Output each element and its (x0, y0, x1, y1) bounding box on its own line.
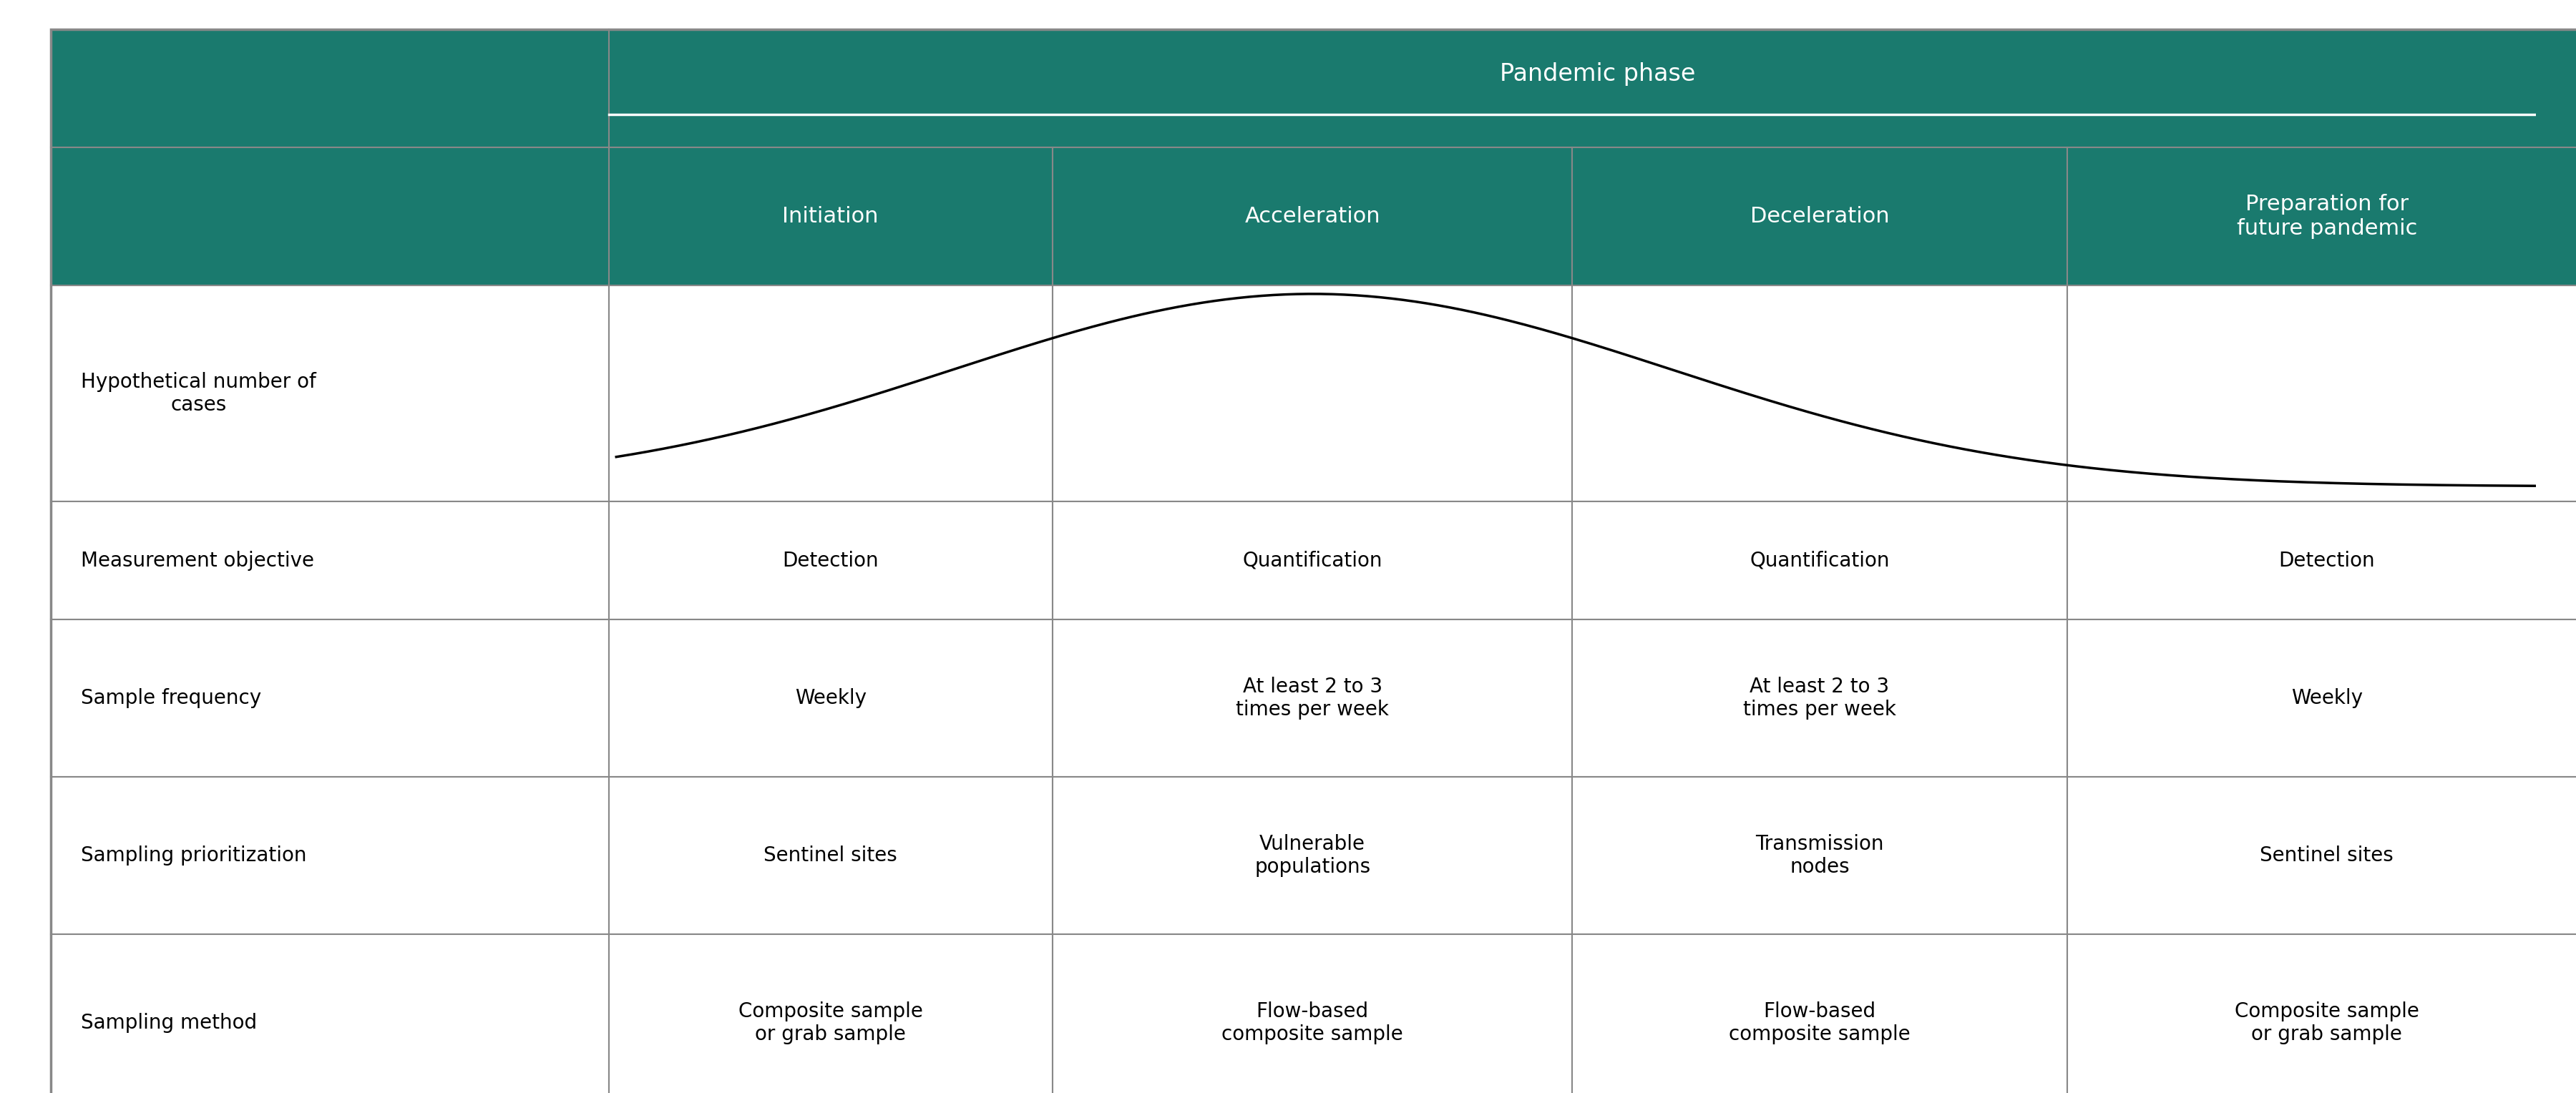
Text: Sampling prioritization: Sampling prioritization (82, 846, 307, 866)
Text: Deceleration: Deceleration (1749, 205, 1888, 226)
Bar (52, 502, 608, 620)
Bar (1054, 148, 1571, 285)
Text: At least 2 to 3
times per week: At least 2 to 3 times per week (1236, 677, 1388, 720)
Text: Detection: Detection (2280, 551, 2375, 571)
Bar (2066, 935, 2576, 1093)
Bar (608, 502, 1054, 620)
Bar (1571, 935, 2066, 1093)
Text: Detection: Detection (783, 551, 878, 571)
Text: Hypothetical number of
cases: Hypothetical number of cases (82, 372, 317, 415)
Bar (608, 285, 1054, 502)
Bar (608, 620, 1054, 777)
Text: Composite sample
or grab sample: Composite sample or grab sample (739, 1001, 922, 1045)
Text: Composite sample
or grab sample: Composite sample or grab sample (2233, 1001, 2419, 1045)
Bar (1571, 502, 2066, 620)
Bar (1571, 285, 2066, 502)
Bar (2066, 148, 2576, 285)
Bar (52, 777, 608, 935)
Bar (2066, 620, 2576, 777)
Text: Weekly: Weekly (2290, 689, 2362, 708)
Bar (52, 620, 608, 777)
Bar (2066, 502, 2576, 620)
Text: Preparation for
future pandemic: Preparation for future pandemic (2236, 193, 2416, 238)
Text: Quantification: Quantification (1242, 551, 1383, 571)
Bar (1571, 777, 2066, 935)
Bar (1571, 620, 2066, 777)
Text: Acceleration: Acceleration (1244, 205, 1381, 226)
Bar (52, 935, 608, 1093)
Bar (2066, 285, 2576, 502)
Bar (608, 935, 1054, 1093)
Text: At least 2 to 3
times per week: At least 2 to 3 times per week (1744, 677, 1896, 720)
Bar (608, 777, 1054, 935)
Text: Measurement objective: Measurement objective (82, 551, 314, 571)
Bar (2066, 777, 2576, 935)
Text: Initiation: Initiation (783, 205, 878, 226)
Bar (1054, 502, 1571, 620)
Bar (1054, 285, 1571, 502)
Text: Flow-based
composite sample: Flow-based composite sample (1221, 1001, 1404, 1045)
Text: Pandemic phase: Pandemic phase (1499, 62, 1695, 86)
Bar (1054, 620, 1571, 777)
Bar (52, 148, 608, 285)
Bar (52, 285, 608, 502)
Bar (1571, 148, 2066, 285)
Bar (1054, 777, 1571, 935)
Bar (52, 30, 608, 148)
Text: Flow-based
composite sample: Flow-based composite sample (1728, 1001, 1911, 1045)
Text: Sample frequency: Sample frequency (82, 689, 263, 708)
Text: Sampling method: Sampling method (82, 1013, 258, 1033)
Text: Sentinel sites: Sentinel sites (762, 846, 896, 866)
Text: Transmission
nodes: Transmission nodes (1754, 834, 1883, 878)
Bar (1054, 935, 1571, 1093)
Text: Sentinel sites: Sentinel sites (2259, 846, 2393, 866)
Text: Weekly: Weekly (796, 689, 866, 708)
Bar (608, 148, 1054, 285)
Bar (608, 30, 2576, 148)
Text: Vulnerable
populations: Vulnerable populations (1255, 834, 1370, 878)
Text: Quantification: Quantification (1749, 551, 1891, 571)
